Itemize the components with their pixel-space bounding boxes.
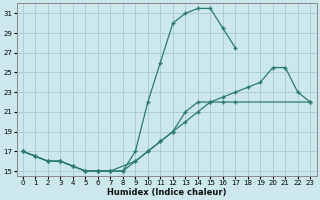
X-axis label: Humidex (Indice chaleur): Humidex (Indice chaleur) (107, 188, 226, 197)
